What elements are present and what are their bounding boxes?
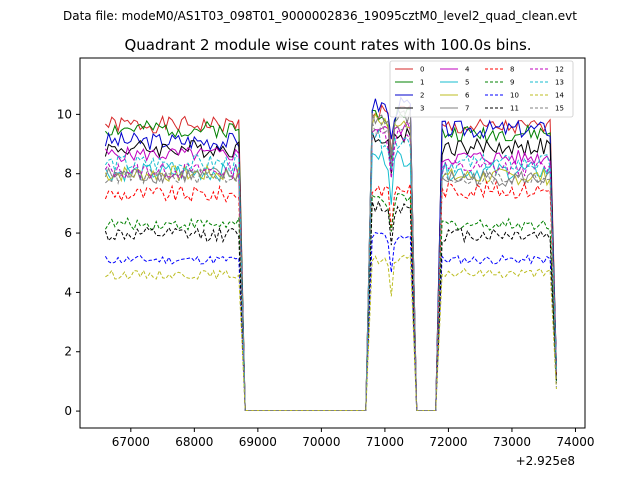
x-offset-label: +2.925e8 <box>516 454 575 468</box>
legend-label-4: 4 <box>465 66 470 74</box>
series-line-12 <box>104 127 557 411</box>
y-tick-label: 8 <box>64 167 72 181</box>
legend-label-0: 0 <box>420 66 424 74</box>
series-line-15 <box>105 121 557 411</box>
legend-label-8: 8 <box>510 66 514 74</box>
y-tick-label: 6 <box>64 226 72 240</box>
x-tick-label: 67000 <box>112 435 150 449</box>
x-tick-label: 70000 <box>302 435 340 449</box>
series-line-6 <box>104 112 557 411</box>
y-tick-label: 0 <box>64 404 72 418</box>
series-group <box>104 96 557 411</box>
series-line-8 <box>104 180 557 411</box>
y-tick-label: 2 <box>64 345 72 359</box>
x-axis: 67000 68000 69000 70000 71000 72000 73000 74000 <box>112 428 595 449</box>
series-line-9 <box>104 193 557 411</box>
series-line-3 <box>104 126 557 411</box>
legend-label-3: 3 <box>420 105 424 113</box>
series-line-5 <box>104 149 557 411</box>
y-tick-label: 10 <box>57 107 72 121</box>
legend-label-5: 5 <box>465 79 469 87</box>
y-axis: 0 2 4 6 8 10 <box>57 107 80 418</box>
series-line-1 <box>105 106 557 411</box>
plot-frame <box>79 57 586 429</box>
x-tick-label: 71000 <box>366 435 404 449</box>
legend-label-7: 7 <box>465 105 469 113</box>
x-tick-label: 69000 <box>239 435 277 449</box>
legend-label-11: 11 <box>510 105 519 113</box>
legend-label-15: 15 <box>555 105 564 113</box>
x-tick-label: 73000 <box>493 435 531 449</box>
legend-label-12: 12 <box>555 66 564 74</box>
legend-label-2: 2 <box>420 92 424 100</box>
legend-label-14: 14 <box>555 92 564 100</box>
x-tick-label: 72000 <box>429 435 467 449</box>
x-tick-label: 74000 <box>556 435 594 449</box>
y-tick-label: 4 <box>64 285 72 299</box>
legend-label-10: 10 <box>510 92 519 100</box>
legend-label-13: 13 <box>555 79 564 87</box>
chart-title: Quadrant 2 module wise count rates with … <box>124 36 531 54</box>
series-line-0 <box>105 103 557 411</box>
legend-label-6: 6 <box>465 92 470 100</box>
series-line-11 <box>104 199 557 411</box>
series-line-7 <box>104 110 557 411</box>
suptitle: Data file: modeM0/AS1T03_098T01_90000028… <box>63 9 577 23</box>
series-line-14 <box>105 254 557 411</box>
legend-box <box>389 60 574 118</box>
legend-label-1: 1 <box>420 79 424 87</box>
legend-label-9: 9 <box>510 79 514 87</box>
series-line-2 <box>104 96 557 411</box>
series-line-10 <box>104 232 557 411</box>
x-tick-label: 68000 <box>175 435 213 449</box>
